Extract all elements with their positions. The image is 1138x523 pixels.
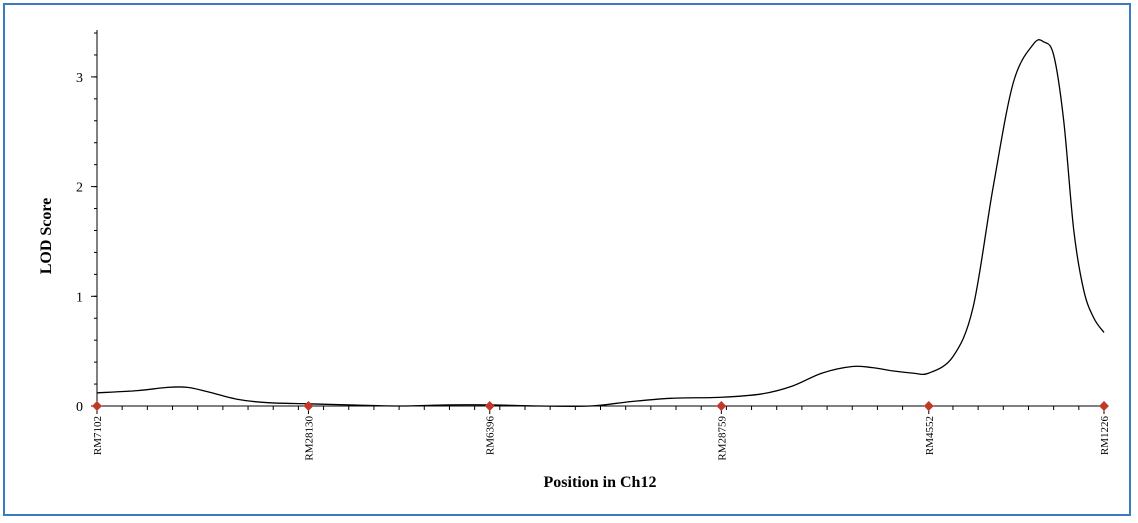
y-ticks: 0 1 2 3 — [76, 71, 97, 415]
marker-diamond — [92, 401, 102, 411]
marker-label: RM4552 — [924, 416, 936, 455]
marker-diamond — [484, 401, 495, 411]
y-tick-label: 0 — [76, 400, 83, 415]
x-axis-title: Position in Ch12 — [544, 474, 657, 491]
marker-label: RM6396 — [485, 416, 497, 456]
y-tick-label: 2 — [76, 181, 83, 196]
marker-diamond — [1099, 401, 1109, 411]
y-tick-label: 1 — [76, 290, 83, 305]
lod-curve — [96, 39, 1105, 408]
marker-diamond — [716, 401, 727, 411]
marker-label: RM1226 — [1099, 416, 1111, 456]
marker-diamond — [303, 401, 314, 411]
marker-points — [92, 401, 1109, 414]
y-axis-title: LOD Score — [38, 198, 55, 275]
marker-diamond — [923, 401, 934, 411]
y-tick-label: 3 — [76, 71, 83, 86]
marker-label: RM7102 — [92, 416, 104, 455]
marker-labels: RM7102 RM28130 RM6396 RM28759 RM4552 RM1226 — [92, 416, 1111, 461]
x-minor-ticks — [96, 406, 1105, 410]
marker-label: RM28130 — [303, 416, 315, 461]
marker-label: RM28759 — [716, 416, 728, 461]
chart-frame — [3, 3, 1131, 516]
